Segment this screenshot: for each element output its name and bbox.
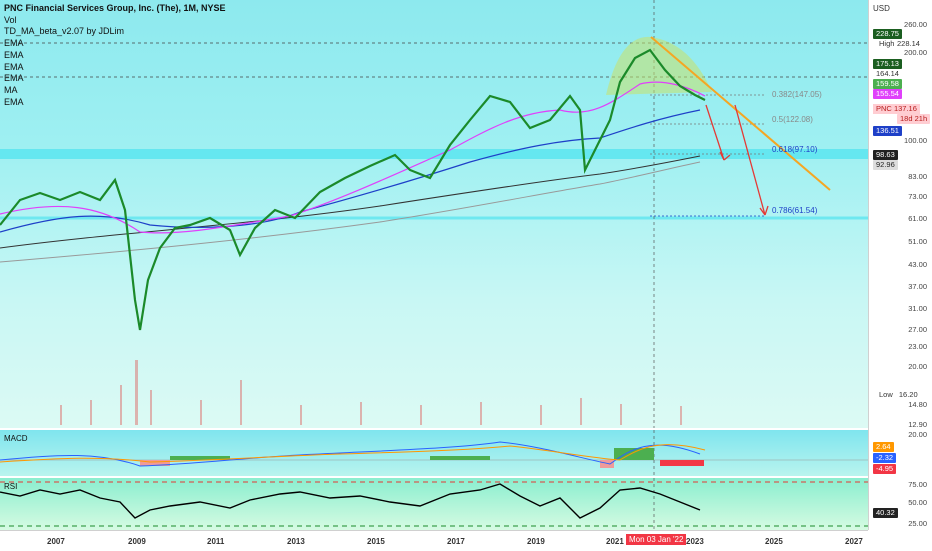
signal-line <box>0 444 706 463</box>
rsi-tick: 25.00 <box>908 519 927 528</box>
low-price: 16.20 <box>898 390 918 399</box>
last-price: 137.16 <box>893 104 917 113</box>
price-tag: 159.58 <box>873 79 902 89</box>
last-price-tag: PNC 137.16 <box>873 104 920 114</box>
price-series <box>0 48 706 331</box>
rsi-line <box>0 483 701 519</box>
price-tick: 37.00 <box>908 282 927 291</box>
fib-label-0618: 0.618(97.10) <box>772 145 818 154</box>
chart-legend: PNC Financial Services Group, Inc. (The)… <box>4 3 226 108</box>
price-tag: 98.63 <box>873 150 898 160</box>
year-label: 2013 <box>287 537 305 546</box>
legend-item-ema-4[interactable]: EMA <box>4 73 24 84</box>
projection-arrow-1[interactable] <box>705 104 725 161</box>
legend-item-ema-3[interactable]: EMA <box>4 61 24 72</box>
price-tick: 83.00 <box>908 172 927 181</box>
price-chart-pane[interactable]: 0.382(147.05) 0.5(122.08) 0.618(97.10) 0… <box>0 0 868 428</box>
price-tick: 31.00 <box>908 304 927 313</box>
price-tick: 12.90 <box>908 420 927 429</box>
year-label: 2019 <box>527 537 545 546</box>
rsi-tag: 40.32 <box>873 508 898 518</box>
year-label: 2007 <box>47 537 65 546</box>
year-label: 2027 <box>845 537 863 546</box>
price-tag-label: High <box>879 39 895 48</box>
rsi-svg <box>0 478 868 530</box>
price-tag: 164.14 <box>873 69 902 79</box>
legend-item-vol[interactable]: Vol <box>4 14 17 25</box>
rsi-tick: 50.00 <box>908 498 927 507</box>
rsi-tick: 75.00 <box>908 480 927 489</box>
symbol-title[interactable]: PNC Financial Services Group, Inc. (The)… <box>4 3 226 13</box>
fib-label-0786: 0.786(61.54) <box>772 206 818 215</box>
legend-item-ma[interactable]: MA <box>4 84 18 95</box>
rsi-pane[interactable]: RSI <box>0 478 868 530</box>
legend-item-td-ma[interactable]: TD_MA_beta_v2.07 by JDLim <box>4 26 125 37</box>
price-tick: 27.00 <box>908 325 927 334</box>
fib-label-05: 0.5(122.08) <box>772 115 813 124</box>
price-tag: 228.75 <box>873 29 902 39</box>
fib-label-0382: 0.382(147.05) <box>772 90 822 99</box>
price-tick: 51.00 <box>908 237 927 246</box>
year-label: 2011 <box>207 537 225 546</box>
low-label: Low <box>879 390 893 399</box>
price-tick: 43.00 <box>908 260 927 269</box>
price-tick: 260.00 <box>904 20 927 29</box>
price-tick: 14.80 <box>908 400 927 409</box>
year-label: 2021 <box>606 537 624 546</box>
year-label: 2017 <box>447 537 465 546</box>
projection-arrow-2[interactable] <box>734 104 766 216</box>
macd-histogram <box>140 448 704 468</box>
year-label: 2025 <box>765 537 783 546</box>
price-tag: 228.14 <box>897 39 920 48</box>
year-label: 2009 <box>128 537 146 546</box>
ema-pink-line <box>0 81 706 234</box>
price-tick: 23.00 <box>908 342 927 351</box>
year-label: 2023 <box>686 537 704 546</box>
low-marker: Low 16.20 <box>879 390 918 400</box>
legend-item-ema-1[interactable]: EMA <box>4 38 24 49</box>
macd-pane[interactable]: MACD <box>0 430 868 476</box>
cursor-date-label: Mon 03 Jan '22 <box>626 534 687 545</box>
volume-bars <box>60 360 682 425</box>
support-band <box>0 149 868 159</box>
long-ma-gray <box>0 161 701 263</box>
currency-label: USD <box>873 4 890 13</box>
price-tick: 61.00 <box>908 214 927 223</box>
price-tag: 136.51 <box>873 126 902 136</box>
time-axis[interactable]: 2007 2009 2011 2013 2015 2017 2019 2021 … <box>0 530 868 551</box>
price-tag: 175.13 <box>873 59 902 69</box>
legend-item-ema-2[interactable]: EMA <box>4 49 24 60</box>
price-tick: 100.00 <box>904 136 927 145</box>
price-axis[interactable]: USD 260.00 200.00 100.00 83.00 73.00 61.… <box>868 0 932 530</box>
macd-label[interactable]: MACD <box>4 434 28 443</box>
price-tick: 200.00 <box>904 48 927 57</box>
bar-countdown: 18d 21h <box>897 114 931 124</box>
symbol-tag: PNC <box>876 104 892 113</box>
rsi-label[interactable]: RSI <box>4 482 18 491</box>
year-label: 2015 <box>367 537 385 546</box>
trend-line-orange[interactable] <box>650 36 831 191</box>
price-chart-svg: 0.382(147.05) 0.5(122.08) 0.618(97.10) 0… <box>0 0 868 428</box>
macd-line <box>0 441 701 467</box>
price-tick: 20.00 <box>908 362 927 371</box>
macd-tick: 20.00 <box>908 430 927 439</box>
macd-tag: -4.95 <box>873 464 897 474</box>
legend-item-ema-5[interactable]: EMA <box>4 96 24 107</box>
price-tick: 73.00 <box>908 192 927 201</box>
top-dome-shape <box>606 36 712 95</box>
price-tag: 155.54 <box>873 89 902 99</box>
macd-svg <box>0 430 868 476</box>
long-ma-dark <box>0 155 701 249</box>
price-tag: 92.96 <box>873 160 898 170</box>
macd-tag: -2.32 <box>873 453 897 463</box>
macd-tag: 2.64 <box>873 442 894 452</box>
